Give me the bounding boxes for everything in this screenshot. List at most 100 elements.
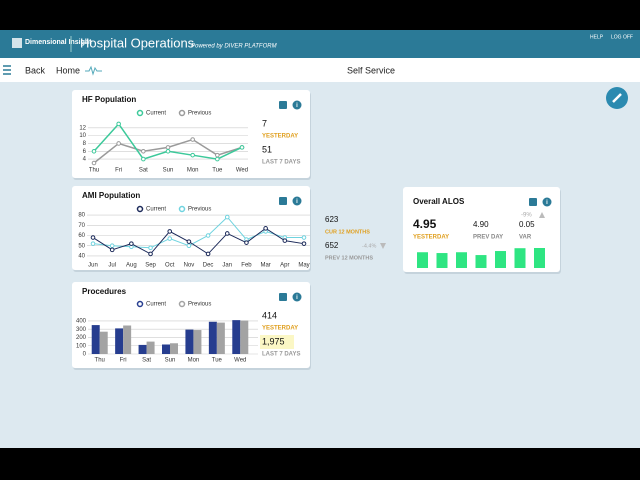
card: i Overall ALOS 4.95 YESTERDAY 4.90 PREV DAY 0.… (403, 187, 561, 274)
y-tick-label: 300 (76, 327, 87, 333)
info-icon[interactable] (292, 100, 302, 110)
legend-label: Current (146, 302, 166, 308)
info-glyph: i (296, 295, 298, 301)
legend-label: Current (146, 111, 166, 117)
x-tick-label: Aug (126, 263, 137, 269)
bar (115, 328, 124, 354)
bar (216, 322, 225, 354)
point (116, 141, 121, 146)
bar (240, 320, 249, 354)
point (91, 148, 97, 154)
card-body (72, 90, 310, 178)
info-glyph: i (546, 200, 548, 206)
x-tick-label: Sat (139, 168, 148, 174)
point (224, 231, 230, 236)
y-tick-label: 50 (78, 243, 85, 249)
note-icon[interactable] (529, 198, 537, 206)
x-tick-label: Thu (89, 168, 99, 174)
point (148, 245, 153, 251)
stat-label: YESTERDAY (262, 134, 298, 140)
series-line (92, 227, 305, 255)
x-tick-label: Apr (280, 263, 289, 269)
point (205, 233, 211, 238)
nav-bar (0, 58, 640, 82)
bar (123, 325, 132, 354)
legend-label: Current (146, 207, 166, 213)
note-icon[interactable] (279, 293, 287, 301)
bar (417, 252, 428, 268)
home-link[interactable]: Home (56, 65, 80, 75)
point (116, 121, 121, 127)
letterbox-top (0, 0, 640, 30)
card-title: HF Population (82, 95, 136, 104)
point (141, 148, 146, 154)
bar (514, 248, 526, 268)
logoff-link[interactable]: LOG OFF (611, 34, 633, 40)
legend-label: Previous (188, 207, 211, 213)
legend-swatch (178, 205, 186, 213)
card: i AMI Population Current Previous 40 50 60 70 80… (72, 186, 386, 272)
pulse-icon (85, 65, 102, 76)
bar (99, 331, 108, 354)
x-tick-label: Oct (165, 263, 175, 269)
legend-swatch (136, 109, 144, 117)
x-tick-label: Wed (234, 358, 246, 364)
point (91, 160, 97, 166)
change-arrow (539, 212, 545, 218)
point (224, 214, 230, 220)
back-link[interactable]: Back (25, 65, 46, 75)
point (244, 240, 249, 245)
change: -4.4% (362, 243, 376, 249)
info-glyph: i (296, 103, 298, 109)
change: -9% (521, 213, 532, 219)
legend-swatch (178, 109, 186, 117)
x-tick-label: Jul (108, 263, 116, 269)
stat-label: VAR (519, 235, 532, 241)
info-icon[interactable] (292, 196, 302, 206)
point (301, 235, 307, 240)
info-glyph: i (296, 199, 298, 205)
x-tick-label: Sun (165, 358, 176, 364)
note-icon[interactable] (279, 197, 287, 205)
info-icon[interactable] (292, 292, 302, 302)
page-title: Self Service (347, 65, 395, 75)
logo-mark (12, 38, 22, 48)
point (263, 226, 268, 231)
legend-swatch (178, 300, 186, 308)
info-icon[interactable] (542, 197, 552, 207)
y-tick-label: 4 (83, 157, 87, 163)
point (141, 156, 146, 162)
point (301, 241, 307, 246)
card-title: Procedures (82, 287, 127, 296)
menu-icon[interactable] (3, 65, 11, 75)
bar (91, 325, 100, 354)
point (148, 251, 153, 257)
bar (185, 329, 194, 354)
x-tick-label: Nov (184, 263, 195, 269)
tagline: Powered by DIVER PLATFORM (191, 44, 277, 50)
card: i HF Population Current Previous 4 6 8 10 12 Thu F… (72, 90, 311, 180)
x-tick-label: Sat (142, 358, 151, 364)
x-tick-label: Mon (187, 168, 199, 174)
y-tick-label: 0 (83, 352, 87, 358)
stat-value: 652 (325, 241, 339, 250)
point (282, 238, 288, 243)
x-tick-label: Sep (145, 263, 156, 269)
stat-value: 4.95 (413, 217, 437, 231)
x-tick-label: Sun (163, 168, 174, 174)
bar (534, 248, 545, 268)
point (167, 236, 173, 241)
y-tick-label: 70 (78, 223, 85, 229)
note-icon[interactable] (279, 101, 287, 109)
help-link[interactable]: HELP (590, 34, 604, 40)
stat-label: PREV 12 MONTHS (325, 255, 373, 261)
bar (138, 344, 147, 354)
point (186, 239, 192, 244)
y-tick-label: 6 (83, 149, 87, 155)
change-arrow (380, 243, 386, 249)
card: i Procedures Current Previous 0 100 200 300 400 T… (72, 282, 311, 370)
x-tick-label: Mon (188, 358, 200, 364)
stat-label: CUR 12 MONTHS (325, 229, 370, 235)
stat-label: PREV DAY (473, 235, 503, 241)
